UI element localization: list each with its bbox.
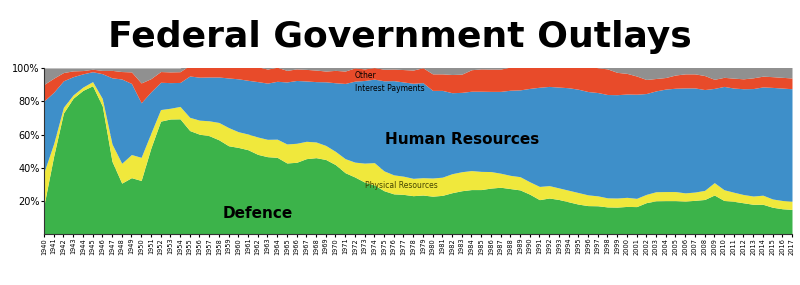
Text: Interest Payments: Interest Payments [355,84,425,93]
Text: Human Resources: Human Resources [385,132,539,147]
Text: Federal Government Outlays: Federal Government Outlays [108,20,692,54]
Text: Physical Resources: Physical Resources [365,181,438,190]
Text: Other: Other [355,70,377,80]
Text: Defence: Defence [222,206,293,221]
